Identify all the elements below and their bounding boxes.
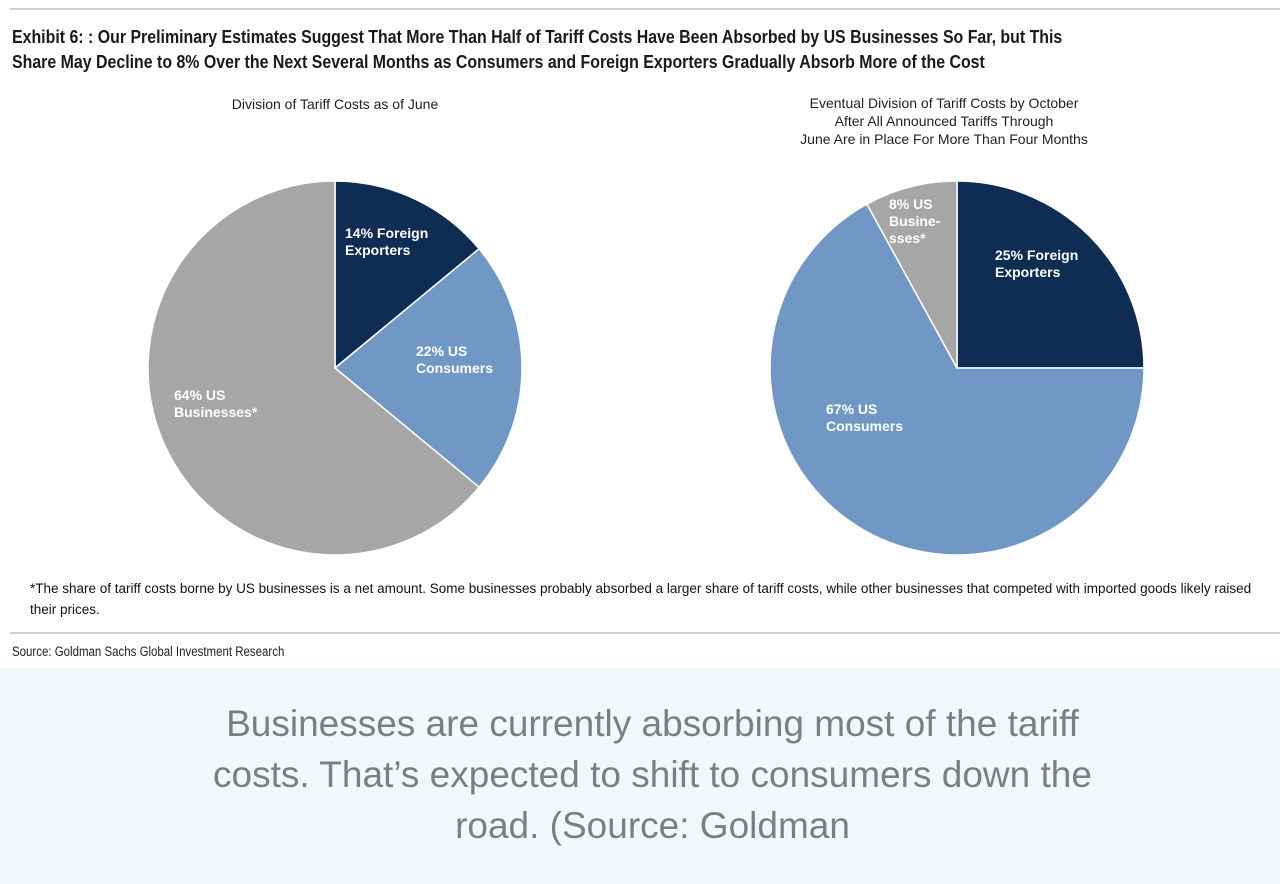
pie1-slice-2 bbox=[147, 180, 481, 556]
pie2-slice-1 bbox=[769, 203, 1145, 556]
pie1-slice-0 bbox=[334, 180, 481, 370]
pie2-slice-0 bbox=[956, 180, 1145, 369]
divider bbox=[10, 632, 1280, 634]
pie2-slice-label: 8% US Busine-sses* bbox=[889, 196, 941, 246]
caption-text: Businesses are currently absorbing most … bbox=[213, 703, 1092, 846]
caption-area: Businesses are currently absorbing most … bbox=[0, 668, 1280, 884]
pie2-title-line: After All Announced Tariffs Through bbox=[834, 113, 1054, 129]
pie1-slice-label: 22% US Consumers bbox=[416, 343, 493, 376]
title-line-2: Share May Decline to 8% Over the Next Se… bbox=[12, 51, 985, 72]
pie1-slice-1 bbox=[333, 247, 523, 489]
top-divider bbox=[10, 8, 1280, 10]
pie1-slice-label: 64% US Businesses* bbox=[174, 387, 258, 420]
exhibit-title: Exhibit 6: : Our Preliminary Estimates S… bbox=[12, 24, 1100, 74]
pie2-title-line: Eventual Division of Tariff Costs by Oct… bbox=[809, 95, 1079, 111]
pie2-slice-label: 25% Foreign Exporters bbox=[995, 247, 1078, 280]
pie2-title-line: June Are in Place For More Than Four Mon… bbox=[800, 131, 1088, 147]
pie2-title: Eventual Division of Tariff Costs by Oct… bbox=[744, 94, 1144, 148]
source: Source: Goldman Sachs Global Investment … bbox=[12, 644, 285, 659]
pie2-slice-label: 67% US Consumers bbox=[826, 401, 903, 434]
pie1-slice-label: 14% Foreign Exporters bbox=[345, 225, 428, 258]
title-line-1: Exhibit 6: : Our Preliminary Estimates S… bbox=[12, 26, 1063, 47]
pie1-title: Division of Tariff Costs as of June bbox=[231, 96, 439, 112]
footnote: *The share of tariff costs borne by US b… bbox=[30, 581, 1252, 617]
pie2-slice-2 bbox=[865, 180, 958, 369]
